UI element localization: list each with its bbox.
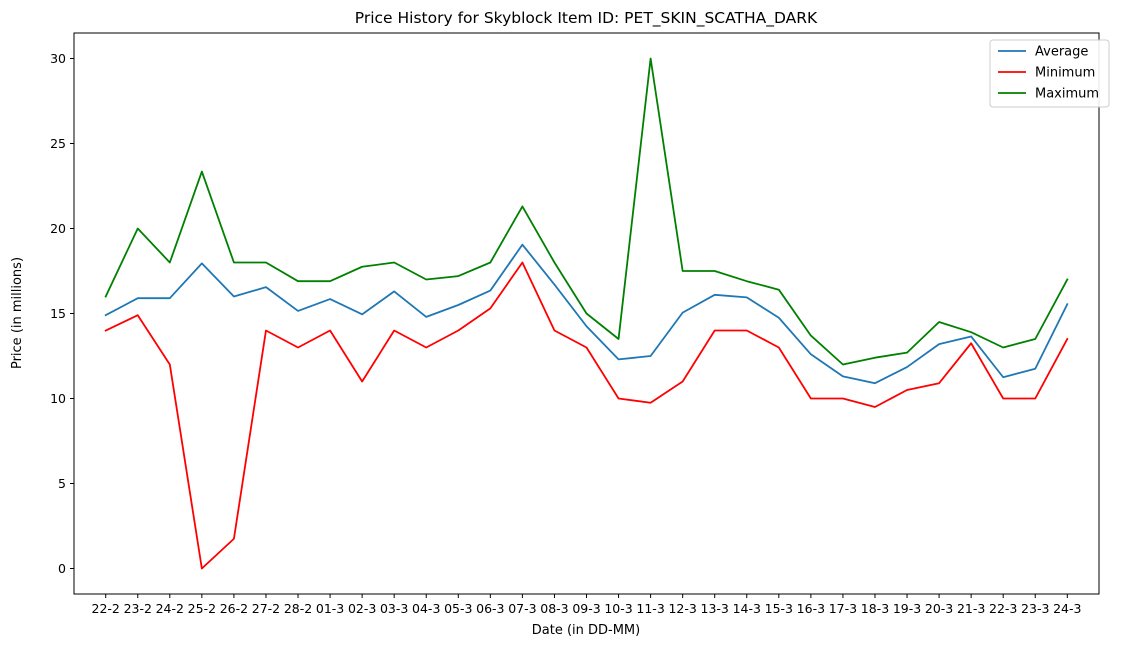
- plot-area: [104, 57, 1069, 570]
- x-tick-label: 21-3: [957, 601, 985, 616]
- x-tick-label: 12-3: [668, 601, 696, 616]
- legend: Average Minimum Maximum: [989, 39, 1110, 108]
- x-tick-label: 24-2: [156, 601, 184, 616]
- x-axis-title: Date (in DD-MM): [532, 623, 640, 638]
- legend-label-maximum: Maximum: [1035, 87, 1099, 102]
- x-tick-label: 23-3: [1021, 601, 1049, 616]
- series-line-minimum: [104, 261, 1069, 570]
- x-tick-label: 06-3: [476, 601, 504, 616]
- x-tick-label: 14-3: [733, 601, 761, 616]
- y-tick-label: 15: [50, 306, 66, 321]
- x-tick-label: 27-2: [252, 601, 280, 616]
- y-tick-label: 30: [50, 51, 66, 66]
- x-axis: 22-2 23-2 24-2 25-2 26-2 27-2 28-2 01-3 02-3 03-3…: [92, 594, 1081, 616]
- y-tick-label: 10: [50, 391, 66, 406]
- x-tick-label: 10-3: [604, 601, 632, 616]
- x-tick-label: 26-2: [220, 601, 248, 616]
- x-tick-label: 23-2: [124, 601, 152, 616]
- x-tick-label: 07-3: [508, 601, 536, 616]
- x-tick-label: 25-2: [188, 601, 216, 616]
- x-tick-label: 20-3: [925, 601, 953, 616]
- x-tick-label: 03-3: [380, 601, 408, 616]
- x-tick-label: 18-3: [861, 601, 889, 616]
- y-axis-title: Price (in millions): [10, 257, 25, 369]
- x-tick-label: 05-3: [444, 601, 472, 616]
- x-tick-label: 17-3: [829, 601, 857, 616]
- x-tick-label: 01-3: [316, 601, 344, 616]
- x-tick-label: 22-2: [92, 601, 120, 616]
- y-tick-label: 5: [58, 476, 66, 491]
- x-tick-label: 22-3: [989, 601, 1017, 616]
- legend-label-average: Average: [1035, 45, 1088, 60]
- y-tick-label: 20: [50, 221, 66, 236]
- x-tick-label: 16-3: [797, 601, 825, 616]
- chart-title: Price History for Skyblock Item ID: PET_…: [355, 9, 818, 28]
- y-tick-label: 25: [50, 136, 66, 151]
- x-tick-label: 04-3: [412, 601, 440, 616]
- x-tick-label: 28-2: [284, 601, 312, 616]
- x-tick-label: 19-3: [893, 601, 921, 616]
- x-tick-label: 13-3: [701, 601, 729, 616]
- x-tick-label: 24-3: [1053, 601, 1081, 616]
- series-line-average: [104, 243, 1069, 385]
- x-tick-label: 11-3: [636, 601, 664, 616]
- x-tick-label: 15-3: [765, 601, 793, 616]
- y-tick-label: 0: [58, 561, 66, 576]
- series-line-maximum: [104, 57, 1069, 366]
- y-axis: 0 5 10 15 20 25 30: [50, 51, 74, 576]
- x-tick-label: 09-3: [572, 601, 600, 616]
- legend-label-minimum: Minimum: [1035, 66, 1095, 81]
- x-tick-label: 02-3: [348, 601, 376, 616]
- x-tick-label: 08-3: [540, 601, 568, 616]
- legend-box: [989, 39, 1110, 108]
